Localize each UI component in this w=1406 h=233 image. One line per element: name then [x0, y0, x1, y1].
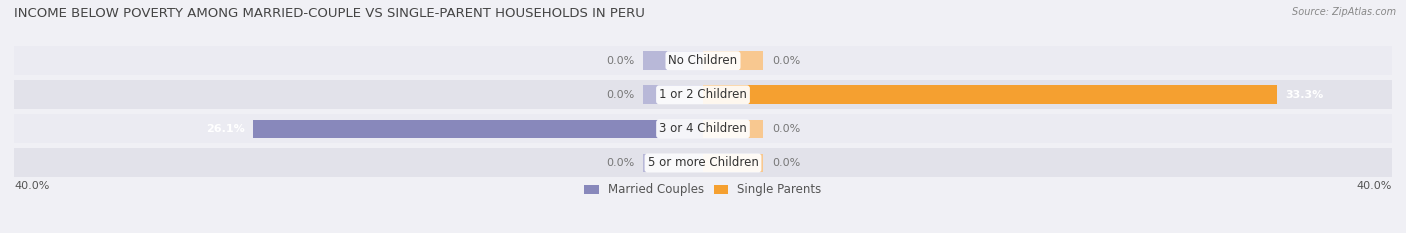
Text: 40.0%: 40.0%	[1357, 182, 1392, 191]
Legend: Married Couples, Single Parents: Married Couples, Single Parents	[579, 178, 827, 201]
Text: 0.0%: 0.0%	[772, 56, 800, 66]
Bar	[14, 46, 1392, 75]
Text: INCOME BELOW POVERTY AMONG MARRIED-COUPLE VS SINGLE-PARENT HOUSEHOLDS IN PERU: INCOME BELOW POVERTY AMONG MARRIED-COUPL…	[14, 7, 645, 20]
Bar	[14, 114, 1392, 143]
Bar	[643, 51, 703, 70]
Bar	[703, 51, 763, 70]
Bar	[14, 148, 1392, 178]
Text: 0.0%: 0.0%	[606, 158, 634, 168]
Text: No Children: No Children	[668, 54, 738, 67]
Text: Source: ZipAtlas.com: Source: ZipAtlas.com	[1292, 7, 1396, 17]
Text: 1 or 2 Children: 1 or 2 Children	[659, 88, 747, 101]
Text: 26.1%: 26.1%	[207, 124, 245, 134]
Bar	[14, 80, 1392, 109]
Text: 5 or more Children: 5 or more Children	[648, 157, 758, 169]
Bar	[703, 86, 1277, 104]
Bar	[703, 154, 763, 172]
Text: 0.0%: 0.0%	[606, 90, 634, 100]
Text: 33.3%: 33.3%	[1285, 90, 1323, 100]
Bar	[643, 154, 703, 172]
Text: 40.0%: 40.0%	[14, 182, 49, 191]
Text: 0.0%: 0.0%	[772, 158, 800, 168]
Text: 0.0%: 0.0%	[606, 56, 634, 66]
Bar	[253, 120, 703, 138]
Text: 0.0%: 0.0%	[772, 124, 800, 134]
Text: 3 or 4 Children: 3 or 4 Children	[659, 122, 747, 135]
Bar	[703, 120, 763, 138]
Bar	[643, 86, 703, 104]
